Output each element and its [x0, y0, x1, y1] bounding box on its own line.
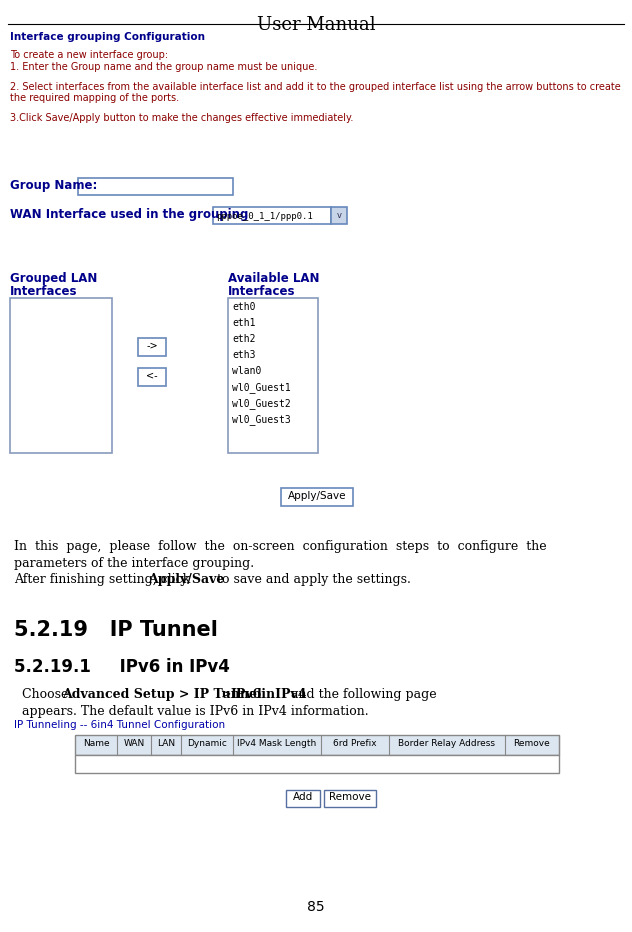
Bar	[10, 298, 112, 453]
Text: Group Name:: Group Name:	[10, 179, 97, 192]
Text: Remove: Remove	[514, 739, 550, 748]
Text: 5.2.19   IP Tunnel: 5.2.19 IP Tunnel	[14, 620, 218, 640]
Text: Interfaces: Interfaces	[10, 285, 78, 298]
Text: eth1: eth1	[232, 318, 255, 328]
Text: 3.Click Save/Apply button to make the changes effective immediately.: 3.Click Save/Apply button to make the ch…	[10, 113, 353, 123]
Bar	[331, 207, 347, 224]
Text: wlan0: wlan0	[232, 366, 262, 376]
Text: Apply/Save: Apply/Save	[288, 491, 346, 501]
Bar	[324, 790, 376, 807]
Text: User Manual: User Manual	[257, 16, 375, 34]
Bar	[138, 338, 166, 356]
Text: 1. Enter the Group name and the group name must be unique.: 1. Enter the Group name and the group na…	[10, 62, 317, 72]
Text: WAN: WAN	[123, 739, 145, 748]
Bar	[228, 298, 318, 453]
Bar	[213, 207, 331, 224]
Text: IP Tunneling -- 6in4 Tunnel Configuration: IP Tunneling -- 6in4 Tunnel Configuratio…	[14, 720, 225, 730]
Text: parameters of the interface grouping.: parameters of the interface grouping.	[14, 557, 254, 570]
Text: IPv6inIPv4: IPv6inIPv4	[230, 688, 307, 701]
Text: >: >	[217, 688, 236, 701]
Text: IPv4 Mask Length: IPv4 Mask Length	[238, 739, 317, 748]
Bar	[75, 735, 559, 755]
Text: 5.2.19.1     IPv6 in IPv4: 5.2.19.1 IPv6 in IPv4	[14, 658, 230, 676]
Text: Add: Add	[293, 792, 313, 802]
Text: Available LAN: Available LAN	[228, 272, 320, 285]
Text: Grouped LAN: Grouped LAN	[10, 272, 97, 285]
Text: Border Relay Address: Border Relay Address	[399, 739, 495, 748]
Text: eth3: eth3	[232, 350, 255, 360]
Text: wl0_Guest2: wl0_Guest2	[232, 398, 291, 409]
Text: Name: Name	[83, 739, 109, 748]
Text: pppoe_0_1_1/ppp0.1: pppoe_0_1_1/ppp0.1	[216, 212, 313, 221]
Text: wl0_Guest3: wl0_Guest3	[232, 414, 291, 425]
Text: Advanced Setup > IP Tunnel: Advanced Setup > IP Tunnel	[62, 688, 262, 701]
Text: Dynamic: Dynamic	[187, 739, 227, 748]
Text: Interfaces: Interfaces	[228, 285, 296, 298]
Text: and the following page: and the following page	[287, 688, 437, 701]
Text: Remove: Remove	[329, 792, 371, 802]
Text: 2. Select interfaces from the available interface list and add it to the grouped: 2. Select interfaces from the available …	[10, 82, 621, 92]
Text: To create a new interface group:: To create a new interface group:	[10, 50, 168, 60]
Text: Interface grouping Configuration: Interface grouping Configuration	[10, 32, 205, 42]
Text: ->: ->	[146, 341, 158, 351]
Bar	[138, 368, 166, 386]
Text: 85: 85	[307, 900, 325, 914]
Text: wl0_Guest1: wl0_Guest1	[232, 382, 291, 393]
Text: Choose: Choose	[22, 688, 76, 701]
Text: eth2: eth2	[232, 334, 255, 344]
Text: Apply/Save: Apply/Save	[148, 573, 224, 586]
Text: 6rd Prefix: 6rd Prefix	[333, 739, 377, 748]
Text: <-: <-	[146, 371, 158, 381]
Text: appears. The default value is IPv6 in IPv4 information.: appears. The default value is IPv6 in IP…	[22, 705, 368, 718]
Text: to save and apply the settings.: to save and apply the settings.	[213, 573, 411, 586]
Bar	[75, 755, 559, 773]
Text: LAN: LAN	[157, 739, 175, 748]
Text: the required mapping of the ports.: the required mapping of the ports.	[10, 93, 179, 103]
Text: In  this  page,  please  follow  the  on-screen  configuration  steps  to  confi: In this page, please follow the on-scree…	[14, 540, 547, 553]
Text: After finishing setting, click: After finishing setting, click	[14, 573, 194, 586]
Text: WAN Interface used in the grouping: WAN Interface used in the grouping	[10, 208, 248, 221]
Text: eth0: eth0	[232, 302, 255, 312]
Text: v: v	[336, 211, 341, 220]
Bar	[281, 488, 353, 506]
Bar	[286, 790, 320, 807]
Bar	[78, 178, 233, 195]
